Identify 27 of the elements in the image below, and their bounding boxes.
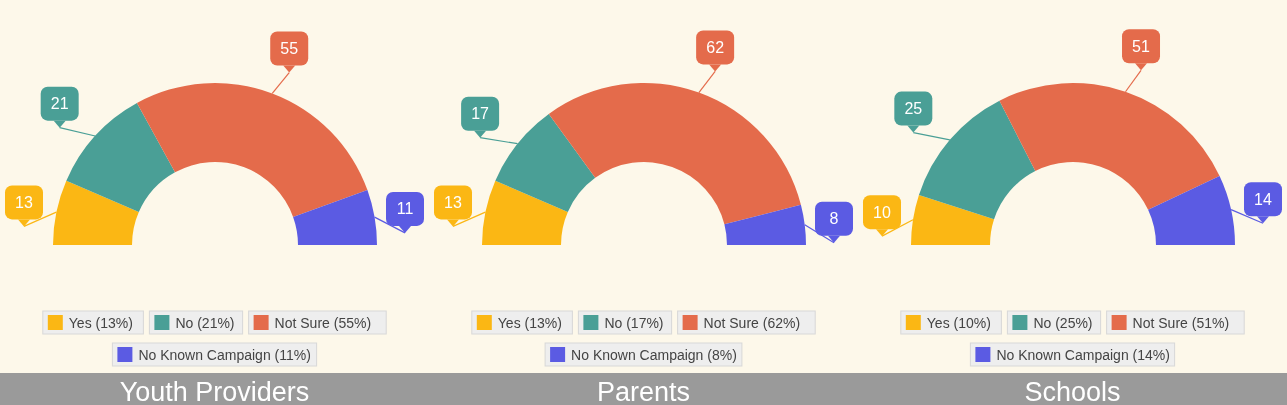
data-label: 10 xyxy=(873,203,891,221)
data-label: 13 xyxy=(15,194,33,212)
legend-label: Not Sure (62%) xyxy=(703,314,801,331)
legend-label: Not Sure (51%) xyxy=(1132,314,1230,331)
data-label: 13 xyxy=(444,194,462,212)
text: Youth Providers xyxy=(119,377,310,405)
data-label: 11 xyxy=(396,200,414,218)
legend-label: No (21%) xyxy=(175,314,235,331)
data-label: 55 xyxy=(280,40,299,58)
data-label: 17 xyxy=(471,105,490,123)
legend-label: No Known Campaign (8%) xyxy=(571,346,737,363)
data-label: 14 xyxy=(1254,190,1272,208)
legend-label: No Known Campaign (11%) xyxy=(138,346,311,363)
legend-label: No (25%) xyxy=(1033,314,1093,331)
data-label: 62 xyxy=(706,39,725,57)
text: Schools xyxy=(1024,377,1121,405)
data-label: 21 xyxy=(50,95,69,113)
legend-label: Not Sure (55%) xyxy=(274,314,372,331)
legend-label: Yes (13%) xyxy=(497,314,562,331)
data-label: 25 xyxy=(904,100,923,118)
legend-label: No (17%) xyxy=(604,314,664,331)
data-label: 8 xyxy=(829,210,839,228)
legend-label: No Known Campaign (14%) xyxy=(996,346,1170,363)
legend-label: Yes (10%) xyxy=(926,314,991,331)
data-label: 51 xyxy=(1132,37,1151,55)
text: Parents xyxy=(596,377,691,405)
legend-label: Yes (13%) xyxy=(68,314,133,331)
